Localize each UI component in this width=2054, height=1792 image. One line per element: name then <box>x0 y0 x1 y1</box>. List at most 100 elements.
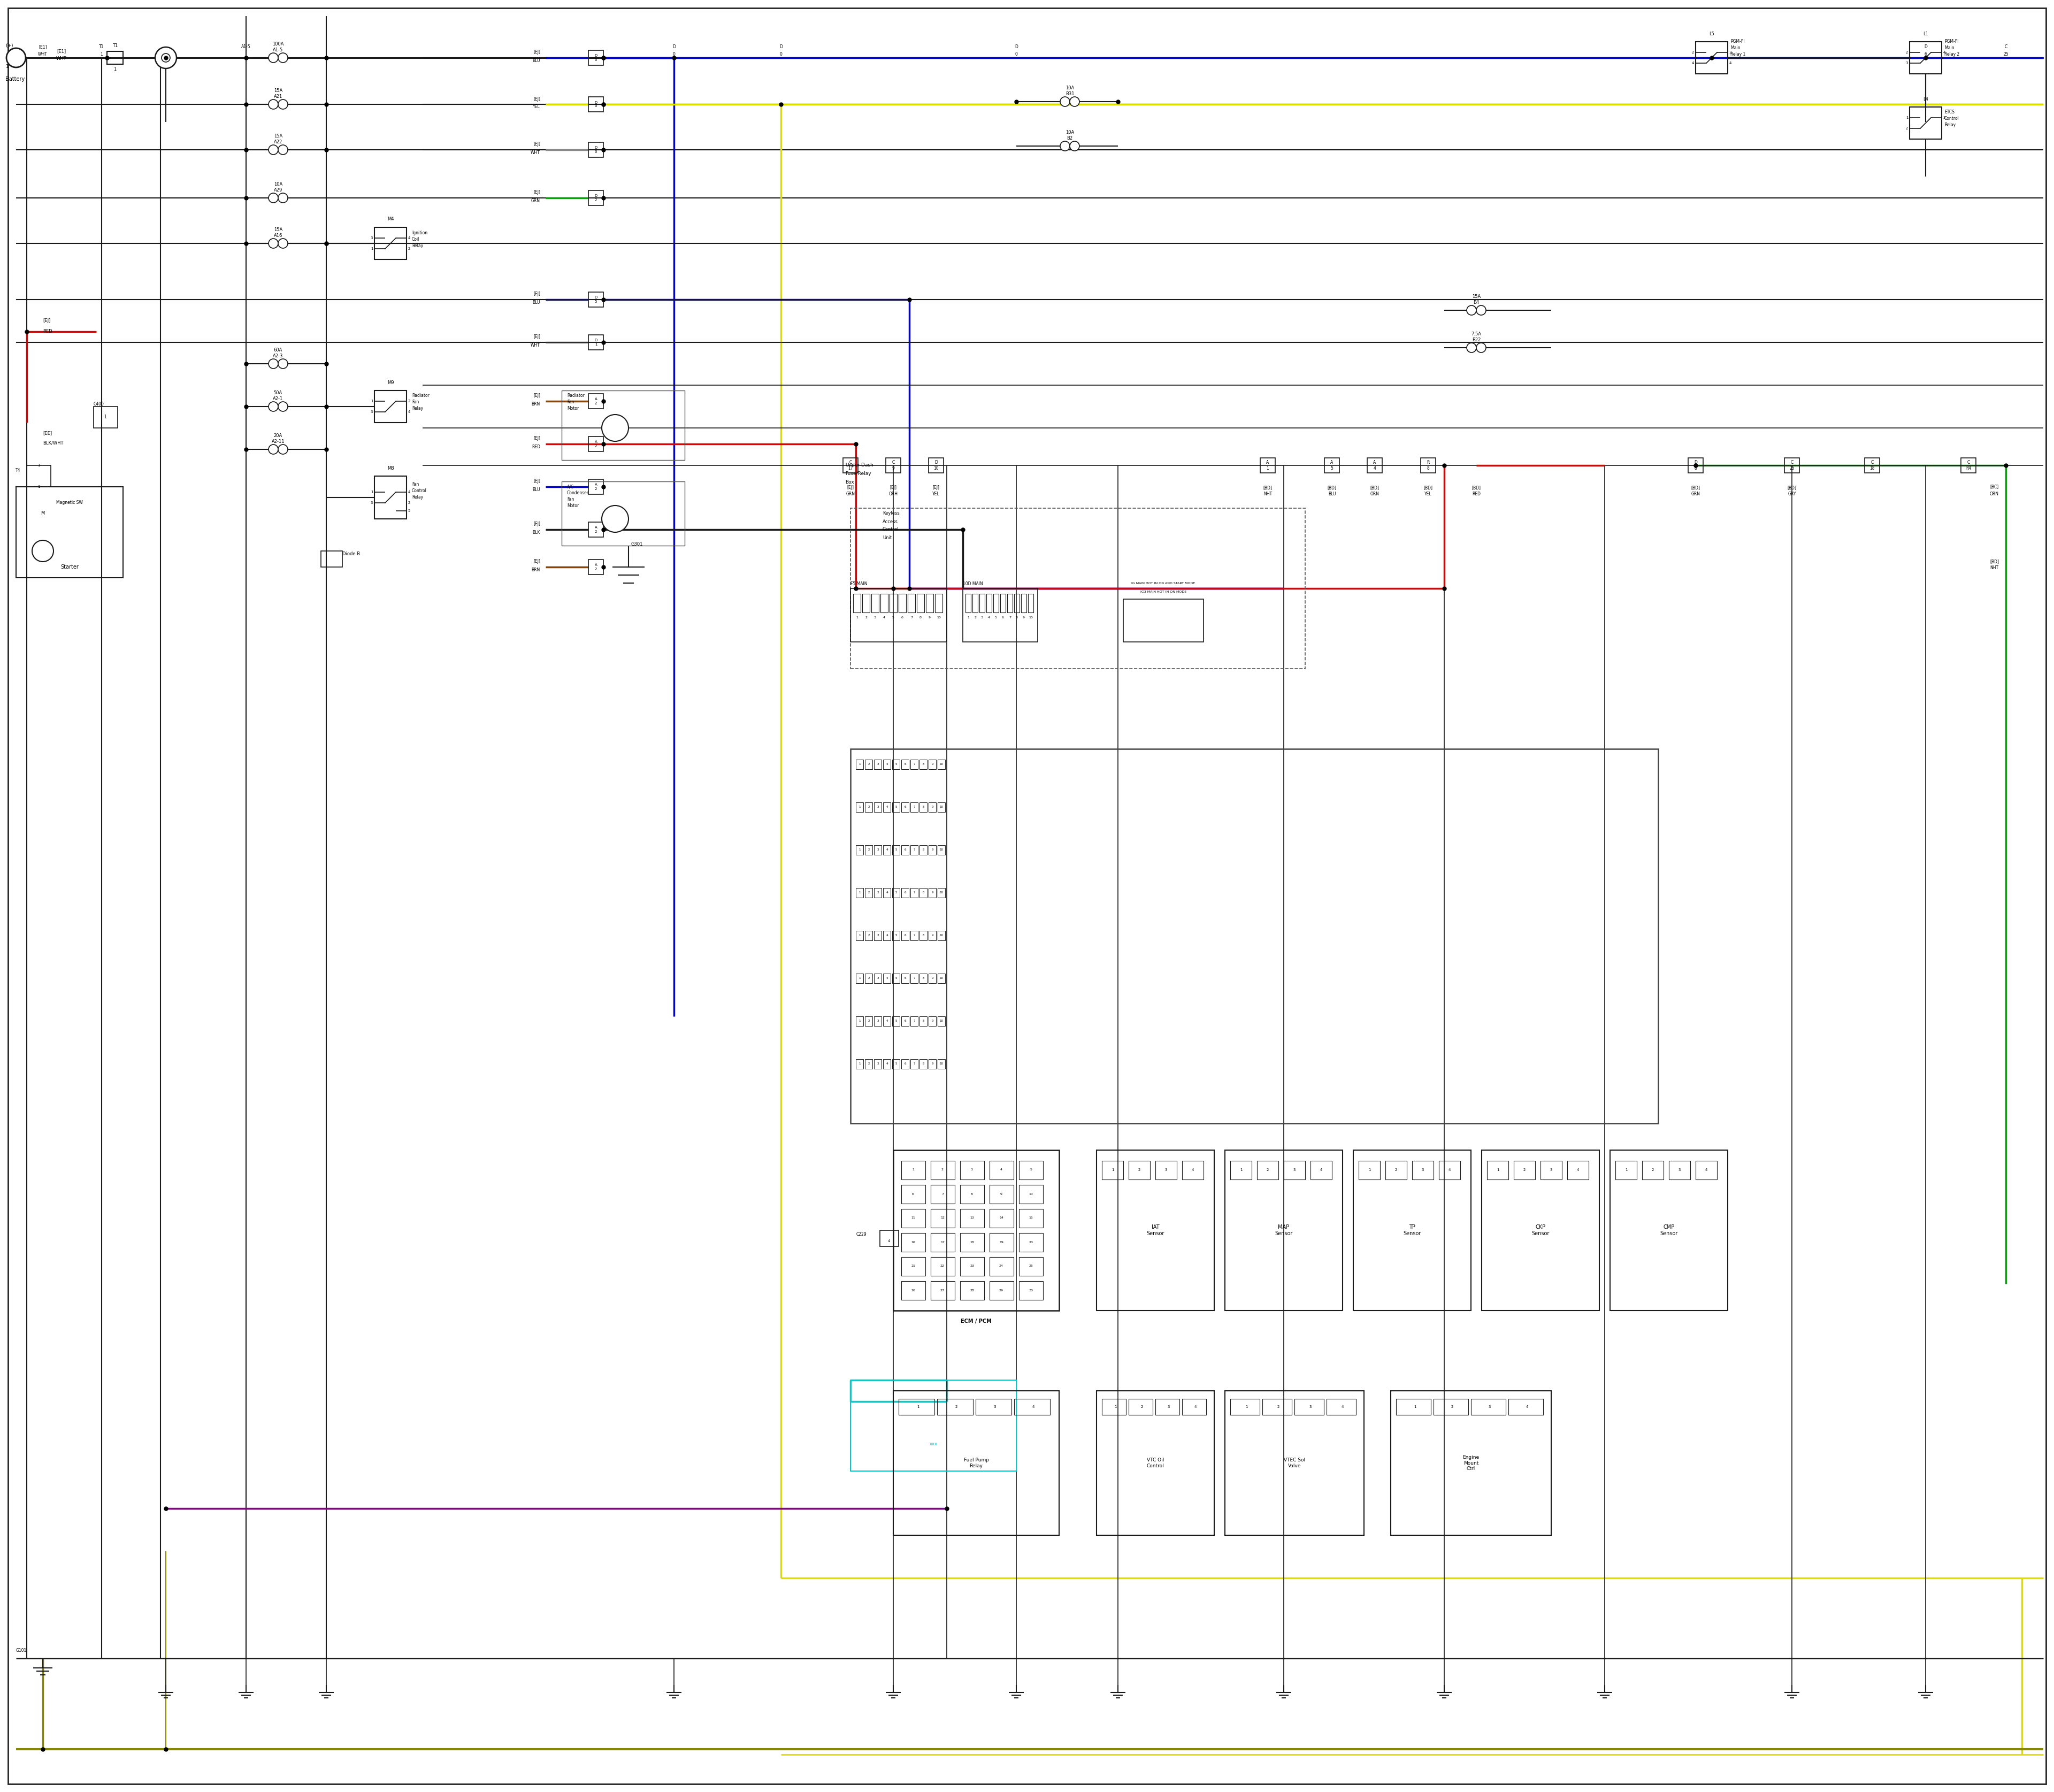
Circle shape <box>1467 305 1477 315</box>
Text: Relay 2: Relay 2 <box>1945 52 1960 57</box>
Bar <box>1257 1161 1278 1179</box>
Bar <box>1101 1400 1126 1416</box>
Bar <box>930 1233 955 1253</box>
Text: [EJ]: [EJ] <box>933 486 939 491</box>
Bar <box>939 1016 945 1027</box>
Text: 6: 6 <box>1002 616 1004 620</box>
Bar <box>891 1016 900 1027</box>
Text: [EJ]: [EJ] <box>534 394 540 398</box>
Text: Ignition: Ignition <box>413 231 427 235</box>
Text: 2: 2 <box>1267 1168 1269 1172</box>
Text: 10: 10 <box>939 849 943 851</box>
Bar <box>939 930 945 941</box>
Text: D: D <box>778 45 783 50</box>
Text: D
8: D 8 <box>1695 461 1697 471</box>
Circle shape <box>269 444 277 453</box>
Text: 12: 12 <box>941 1217 945 1219</box>
Text: 0: 0 <box>781 52 783 57</box>
Text: 3: 3 <box>1421 1168 1423 1172</box>
Text: 3: 3 <box>972 1168 974 1172</box>
Text: 9: 9 <box>1023 616 1025 620</box>
Text: [BD]: [BD] <box>1370 486 1378 491</box>
Text: 1: 1 <box>967 616 969 620</box>
Circle shape <box>269 194 277 202</box>
Text: 3: 3 <box>1678 1168 1680 1172</box>
Bar <box>587 142 604 158</box>
Text: 6: 6 <box>902 616 904 620</box>
Bar <box>939 803 945 812</box>
Text: 4: 4 <box>1577 1168 1580 1172</box>
Text: 1: 1 <box>857 616 859 620</box>
Text: 10: 10 <box>939 934 943 937</box>
Text: Control: Control <box>1945 116 1960 122</box>
Text: F5 MAIN: F5 MAIN <box>850 582 867 586</box>
Bar <box>865 1059 873 1068</box>
Text: 13: 13 <box>969 1217 974 1219</box>
Text: 24: 24 <box>998 1265 1004 1267</box>
Text: [EJ]: [EJ] <box>534 435 540 441</box>
Bar <box>863 593 869 613</box>
Bar <box>928 973 937 984</box>
Circle shape <box>1477 342 1485 353</box>
Text: [EJ]: [EJ] <box>889 486 898 491</box>
Text: 19: 19 <box>998 1240 1004 1244</box>
Text: Motor: Motor <box>567 407 579 410</box>
Bar <box>857 1059 863 1068</box>
Text: L5: L5 <box>1709 30 1715 36</box>
Bar <box>587 394 604 409</box>
Bar <box>959 1281 984 1299</box>
Circle shape <box>269 358 277 369</box>
Bar <box>883 803 891 812</box>
Text: GRY: GRY <box>1787 491 1795 496</box>
Text: 10: 10 <box>1029 1193 1033 1195</box>
Text: 20A
A2-11: 20A A2-11 <box>271 434 286 444</box>
Text: BLU: BLU <box>532 299 540 305</box>
Bar <box>910 1059 918 1068</box>
Text: [BC]: [BC] <box>1990 484 1999 489</box>
Bar <box>865 803 873 812</box>
Bar <box>1514 1161 1534 1179</box>
Text: [EJ]: [EJ] <box>534 190 540 195</box>
Text: 3: 3 <box>1308 1405 1313 1409</box>
Bar <box>990 1233 1013 1253</box>
Text: Box: Box <box>844 480 854 486</box>
Bar <box>1668 1161 1690 1179</box>
Bar <box>865 930 873 941</box>
Text: 3: 3 <box>1906 61 1908 65</box>
Bar <box>875 889 881 898</box>
Text: 1: 1 <box>1241 1168 1243 1172</box>
Bar <box>1230 1161 1251 1179</box>
Bar <box>1688 459 1703 473</box>
Bar <box>1000 593 1006 613</box>
Text: 5: 5 <box>1029 1168 1031 1172</box>
Circle shape <box>277 358 288 369</box>
Text: Control: Control <box>883 527 900 532</box>
Text: 1: 1 <box>1111 1168 1113 1172</box>
Text: 9: 9 <box>928 616 930 620</box>
Text: C
R4: C R4 <box>1966 461 1972 471</box>
Text: 1: 1 <box>370 400 374 403</box>
Text: 1: 1 <box>1497 1168 1499 1172</box>
Bar <box>1610 1150 1727 1310</box>
Text: 10: 10 <box>939 763 943 765</box>
Bar <box>959 1233 984 1253</box>
Bar <box>910 760 918 769</box>
Bar <box>963 588 1037 642</box>
Bar <box>920 930 926 941</box>
Text: Fuel Pump
Relay: Fuel Pump Relay <box>963 1459 988 1468</box>
Circle shape <box>277 194 288 202</box>
Text: 4: 4 <box>1729 61 1732 65</box>
Circle shape <box>269 145 277 154</box>
Bar <box>1154 1161 1177 1179</box>
Bar <box>857 803 863 812</box>
Bar <box>891 1059 900 1068</box>
Bar <box>1284 1161 1304 1179</box>
Bar <box>587 478 604 495</box>
Text: ORH: ORH <box>889 491 898 496</box>
Text: [E1]: [E1] <box>58 48 66 54</box>
Bar <box>883 930 891 941</box>
Text: 10: 10 <box>939 977 943 980</box>
Text: [EJ]: [EJ] <box>534 559 540 564</box>
Text: 3: 3 <box>370 410 374 414</box>
Bar <box>935 593 943 613</box>
